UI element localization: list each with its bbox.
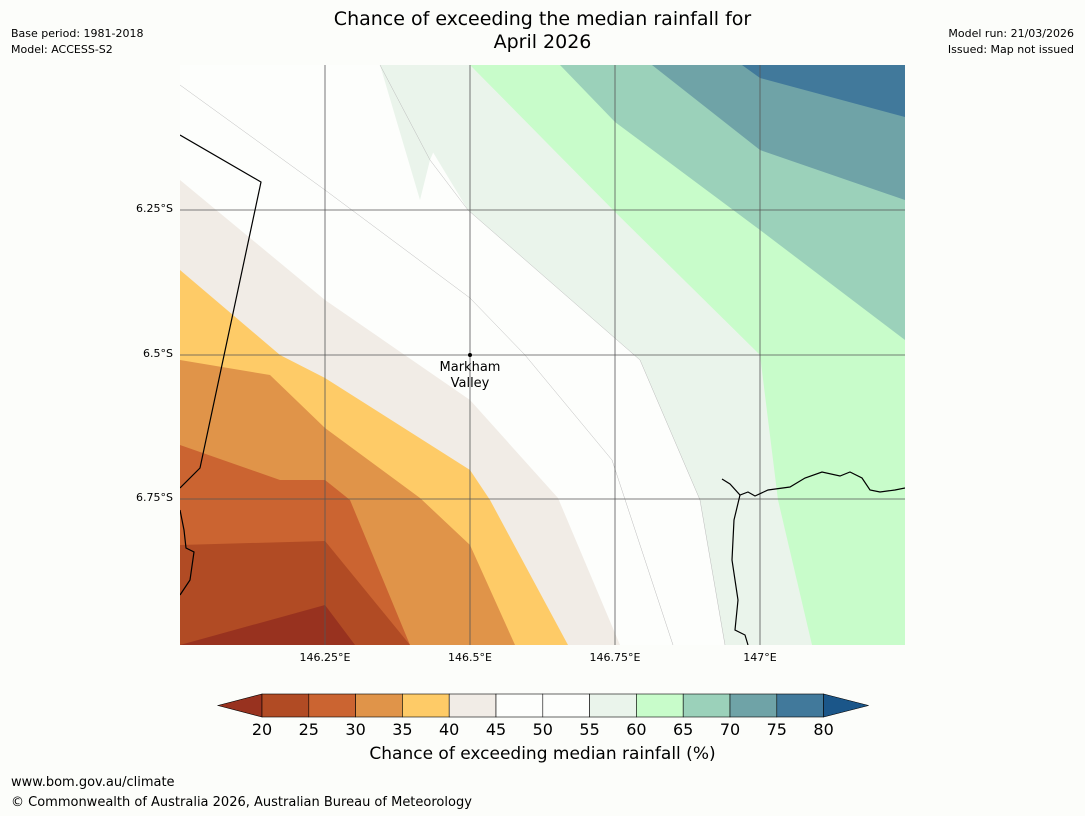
colorbar-segments	[216, 693, 869, 718]
lon-label-146-25: 146.25°E	[299, 651, 351, 664]
lon-label-146-75: 146.75°E	[589, 651, 641, 664]
place-marker	[468, 353, 472, 357]
title-line-1: Chance of exceeding the median rainfall …	[333, 8, 752, 30]
lat-label-6-5: 6.5°S	[143, 347, 173, 360]
colorbar-segment	[355, 693, 403, 718]
model-name: Model: ACCESS-S2	[11, 43, 113, 56]
colorbar-segment	[448, 693, 497, 718]
colorbar-tick-label: 55	[579, 720, 600, 739]
lon-label-147: 147°E	[743, 651, 777, 664]
colorbar-tick-label: 70	[719, 720, 741, 739]
colorbar-segment	[542, 693, 590, 718]
contour-50	[180, 84, 674, 645]
colorbar-tick-label: 40	[439, 720, 460, 739]
colorbar-segment	[776, 693, 824, 718]
lat-label-6-25: 6.25°S	[136, 202, 173, 215]
lat-label-6-75: 6.75°S	[136, 491, 173, 504]
coastline-east	[721, 471, 905, 497]
band-75-80	[742, 65, 905, 117]
colorbar-tick-label: 30	[345, 720, 366, 739]
issued-status: Issued: Map not issued	[947, 43, 1074, 56]
meta-right: Model run: 21/03/2026 Issued: Map not is…	[948, 26, 1074, 58]
colorbar-tick-label: 25	[298, 720, 319, 739]
coastline-east-south	[731, 494, 749, 645]
place-label-line-2: Valley	[450, 376, 490, 391]
colorbar-segment	[308, 693, 356, 718]
model-run: Model run: 21/03/2026	[948, 27, 1074, 40]
colorbar-tick-label: 50	[532, 720, 553, 739]
colorbar-segment	[261, 693, 310, 718]
colorbar-tick-label: 35	[392, 720, 413, 739]
colorbar-segment	[495, 693, 544, 718]
base-period: Base period: 1981-2018	[11, 27, 144, 40]
place-label: Markham Valley	[420, 360, 520, 392]
colorbar-tick-label: 20	[251, 720, 273, 739]
colorbar-tick-label: 80	[813, 720, 834, 739]
colorbar-arrow-high	[823, 693, 869, 718]
footer-url[interactable]: www.bom.gov.au/climate	[11, 775, 175, 790]
colorbar-title: Chance of exceeding median rainfall (%)	[369, 744, 716, 764]
colorbar-segment	[729, 693, 778, 718]
title-line-2: April 2026	[493, 31, 592, 53]
lon-label-146-5: 146.5°E	[448, 651, 492, 664]
border-line	[180, 134, 262, 489]
colorbar-tick-label: 65	[673, 720, 694, 739]
colorbar-tick-label: 75	[766, 720, 787, 739]
colorbar-tick-label: 45	[485, 720, 507, 739]
coastline-west	[180, 509, 195, 596]
colorbar-arrow-low	[216, 693, 263, 718]
band-below-20	[180, 605, 355, 645]
colorbar-tick-label: 60	[626, 720, 647, 739]
band-20-25	[180, 541, 410, 645]
footer-copyright: © Commonwealth of Australia 2026, Austra…	[11, 795, 472, 810]
place-label-line-1: Markham	[439, 360, 501, 375]
colorbar-segment	[589, 693, 637, 718]
colorbar-segment	[636, 693, 684, 718]
colorbar-segment	[402, 693, 450, 718]
colorbar-segment	[682, 693, 731, 718]
contour-55	[379, 65, 726, 645]
meta-left: Base period: 1981-2018 Model: ACCESS-S2	[11, 26, 143, 58]
map-title: Chance of exceeding the median rainfall …	[0, 8, 1085, 54]
